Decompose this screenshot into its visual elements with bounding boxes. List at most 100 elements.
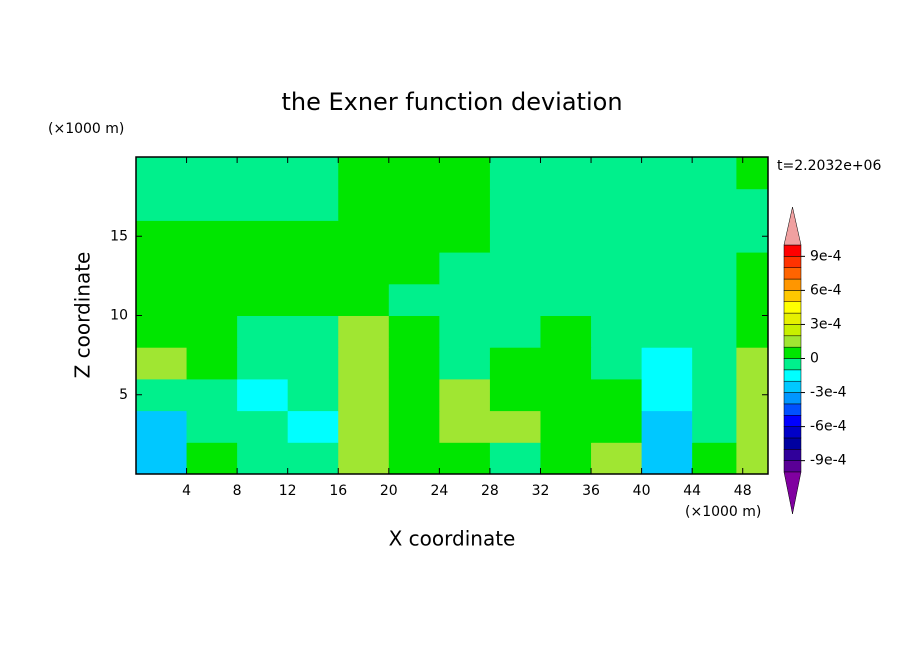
contour-cell — [489, 157, 541, 190]
contour-cell — [439, 442, 491, 475]
colorbar-box — [783, 449, 802, 461]
contour-cell — [439, 315, 491, 348]
colorbar-box — [783, 460, 802, 473]
contour-cell — [489, 252, 541, 285]
contour-cell — [692, 347, 737, 380]
contour-cell — [736, 315, 769, 348]
contour-cell — [338, 347, 390, 380]
colorbar-box — [783, 426, 802, 439]
contour-cell — [388, 315, 440, 348]
contour-cell — [287, 378, 339, 412]
contour-cell — [489, 283, 541, 316]
contour-cell — [692, 378, 737, 412]
contour-cell — [641, 283, 693, 316]
chart-title: the Exner function deviation — [281, 88, 622, 116]
colorbar-tick-label: 6e-4 — [810, 282, 842, 298]
contour-cell — [540, 315, 592, 348]
contour-cell — [237, 220, 289, 253]
contour-cell — [186, 378, 238, 412]
contour-cell — [736, 252, 769, 285]
x-tick-label: 36 — [582, 483, 600, 499]
contour-cell — [489, 315, 541, 348]
x-axis-label: X coordinate — [389, 527, 516, 551]
contour-cell — [692, 283, 737, 316]
colorbar-box — [783, 415, 802, 427]
contour-cell — [338, 157, 390, 190]
x-tick-label: 24 — [430, 483, 448, 499]
contour-cell — [186, 283, 238, 316]
colorbar-box — [783, 392, 802, 405]
x-tick-label: 32 — [532, 483, 550, 499]
contour-cell — [186, 252, 238, 285]
contour-cell — [287, 442, 339, 475]
x-tick-label: 8 — [233, 483, 242, 499]
contour-cell — [591, 347, 643, 380]
contour-cell — [136, 220, 188, 253]
contour-cell — [489, 378, 541, 412]
contour-cell — [736, 442, 769, 475]
contour-cell — [439, 157, 491, 190]
contour-cell — [388, 347, 440, 380]
contour-cell — [237, 157, 289, 190]
contour-cell — [641, 315, 693, 348]
annotation: t=2.2032e+06 — [777, 158, 881, 174]
contour-cell — [136, 157, 188, 190]
contour-cell — [489, 220, 541, 253]
contour-cell — [388, 188, 440, 221]
contour-cell — [736, 283, 769, 316]
colorbar-box — [783, 437, 802, 450]
contour-cell — [591, 378, 643, 412]
contour-cell — [540, 157, 592, 190]
colorbar-box — [783, 256, 802, 268]
contour-cell — [287, 283, 339, 316]
colorbar-tick-label: -3e-4 — [810, 385, 847, 401]
contour-cell — [338, 220, 390, 253]
contour-cell — [591, 252, 643, 285]
contour-cell — [736, 410, 769, 443]
contour-cell — [641, 157, 693, 190]
contour-cell — [692, 442, 737, 475]
x-tick-label: 44 — [683, 483, 701, 499]
colorbar-box — [783, 301, 802, 314]
contour-cell — [237, 410, 289, 443]
colorbar-box — [783, 290, 802, 302]
contour-cell — [136, 283, 188, 316]
colorbar-box — [783, 380, 802, 393]
colorbar-tick-label: 9e-4 — [810, 248, 842, 264]
contour-cell — [388, 442, 440, 475]
contour-cell — [388, 252, 440, 285]
colorbar-box — [783, 335, 802, 348]
y-unit: (×1000 m) — [48, 121, 124, 137]
contour-cell — [186, 220, 238, 253]
contour-cell — [736, 157, 769, 190]
contour-cell — [388, 283, 440, 316]
contour-cell — [338, 442, 390, 475]
colorbar-box — [783, 369, 802, 382]
contour-cell — [591, 315, 643, 348]
contour-cell — [338, 378, 390, 412]
contour-cell — [388, 378, 440, 412]
contour-cell — [287, 188, 339, 221]
colorbar-tick-label: -9e-4 — [810, 453, 847, 469]
contour-cell — [237, 252, 289, 285]
contour-cell — [641, 252, 693, 285]
contour-cell — [591, 220, 643, 253]
contour-cell — [489, 347, 541, 380]
contour-cell — [136, 347, 188, 380]
contour-cell — [186, 188, 238, 221]
contour-cell — [489, 442, 541, 475]
contour-cell — [287, 157, 339, 190]
contour-cell — [237, 315, 289, 348]
contour-cell — [136, 188, 188, 221]
contour-cell — [540, 283, 592, 316]
contour-cell — [591, 410, 643, 443]
contour-cell — [641, 220, 693, 253]
colorbar-box — [783, 267, 802, 280]
contour-cell — [237, 283, 289, 316]
x-tick-label: 40 — [633, 483, 651, 499]
colorbar-box — [783, 403, 802, 416]
contour-cell — [237, 188, 289, 221]
contour-cell — [540, 347, 592, 380]
colorbar-under — [783, 471, 802, 515]
contour-cell — [388, 157, 440, 190]
